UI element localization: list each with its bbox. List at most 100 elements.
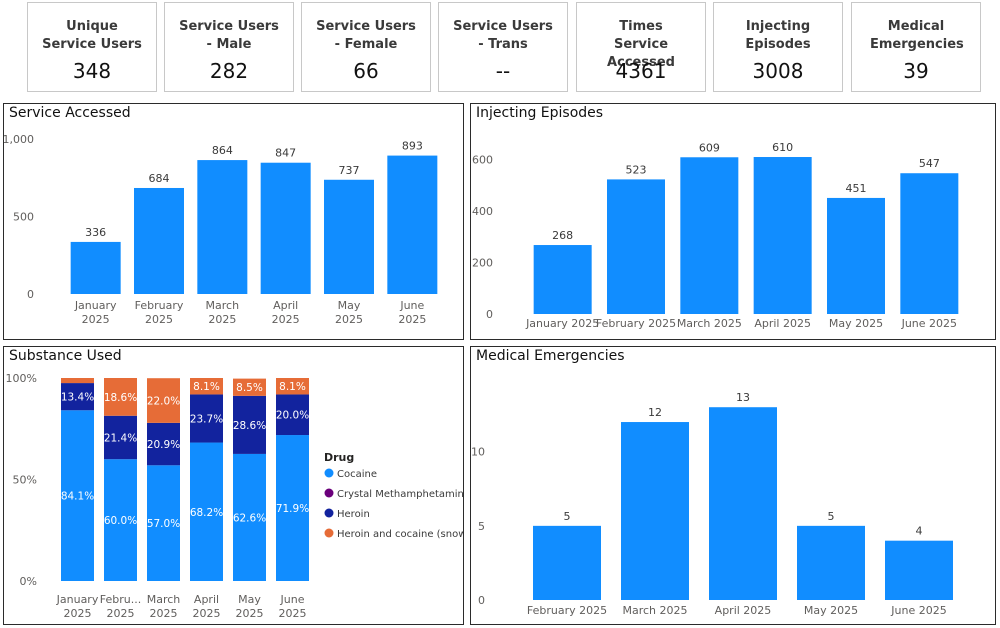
bar-segment — [190, 378, 223, 395]
y-tick-label: 5 — [478, 520, 485, 533]
x-tick-label: April — [194, 593, 219, 606]
bar — [900, 173, 959, 314]
x-tick-label: 2025 — [193, 607, 221, 620]
bar-segment — [276, 394, 309, 436]
x-tick-label: 2025 — [236, 607, 264, 620]
kpi-card-male-users: Service Users - Male 282 — [164, 2, 294, 92]
data-label: 684 — [149, 172, 170, 185]
y-tick-label: 500 — [13, 211, 34, 224]
kpi-card-unique-users: Unique Service Users 348 — [27, 2, 157, 92]
data-label: 4 — [916, 525, 923, 538]
x-tick-label: May — [238, 593, 261, 606]
medical-emergencies-chart: 0 5 10 5 February 2025 12 March 2025 13 April 20… — [471, 391, 953, 617]
data-label: 62.6% — [233, 512, 266, 524]
x-tick-label: March 2025 — [677, 317, 742, 330]
y-tick-label: 50% — [13, 474, 37, 487]
panel-title: Medical Emergencies — [476, 348, 625, 364]
data-label: 268 — [552, 229, 573, 242]
y-tick-label: 0 — [486, 308, 493, 321]
data-label: 336 — [85, 226, 106, 239]
bar — [260, 162, 311, 294]
x-tick-label: 2025 — [145, 313, 173, 326]
kpi-value: 4361 — [615, 59, 667, 83]
bar — [134, 187, 184, 294]
kpi-label: Times Service Accessed — [607, 19, 675, 70]
x-tick-label: 2025 — [208, 313, 236, 326]
bar-segment — [61, 378, 94, 384]
data-label: 864 — [212, 144, 233, 157]
data-label: 451 — [846, 182, 867, 195]
bar — [387, 155, 438, 294]
data-label: 13 — [736, 391, 750, 404]
kpi-label: Service Users - Female — [316, 19, 416, 52]
bar-segment — [190, 442, 223, 581]
x-tick-label: February 2025 — [527, 604, 607, 617]
x-tick-label: June — [399, 299, 424, 312]
bar-segment — [104, 459, 137, 581]
bar-segment — [147, 378, 180, 423]
kpi-card-female-users: Service Users - Female 66 — [301, 2, 431, 92]
kpi-label: Injecting Episodes — [745, 19, 811, 52]
y-tick-label: 0 — [478, 594, 485, 607]
kpi-value: 3008 — [752, 59, 804, 83]
data-label: 8.1% — [279, 381, 306, 393]
data-label: 57.0% — [147, 518, 180, 530]
data-label: 20.0% — [276, 410, 309, 422]
bar-segment — [233, 395, 266, 454]
panel-title: Service Accessed — [9, 105, 131, 121]
data-label: 847 — [275, 147, 296, 160]
data-label: 547 — [919, 157, 940, 170]
bar-segment — [276, 435, 309, 581]
bar — [709, 407, 777, 600]
bar — [797, 525, 865, 600]
data-label: 13.4% — [61, 392, 94, 404]
data-label: 18.6% — [104, 392, 137, 404]
injecting-episodes-chart: 0 200 400 600 268 January 2025 523 February 202… — [472, 141, 959, 330]
y-tick-label: 400 — [472, 205, 493, 218]
bar-segment — [147, 422, 180, 466]
data-label: 5 — [564, 510, 571, 523]
kpi-value: 348 — [72, 59, 112, 83]
data-label: 610 — [772, 141, 793, 154]
bar-segment — [104, 378, 137, 416]
data-label: 20.9% — [147, 439, 180, 451]
data-label: 71.9% — [276, 503, 309, 515]
legend-marker — [324, 488, 334, 498]
legend-marker — [324, 468, 334, 478]
y-tick-label: 0% — [20, 575, 37, 588]
data-label: 5 — [828, 510, 835, 523]
data-label: 22.0% — [147, 396, 180, 408]
bar-segment — [61, 383, 94, 411]
data-label: 28.6% — [233, 420, 266, 432]
bar — [680, 157, 739, 314]
x-tick-label: January — [56, 593, 99, 606]
service-accessed-chart: 05001,000336January2025684February202586… — [4, 133, 438, 326]
y-tick-label: 0 — [27, 288, 34, 301]
data-label: 23.7% — [190, 413, 223, 425]
kpi-card-times-accessed: Times Service Accessed 4361 — [576, 2, 706, 92]
data-label: 523 — [626, 163, 647, 176]
bar-segment — [104, 415, 137, 460]
data-label: 8.5% — [236, 382, 263, 394]
bar — [885, 540, 953, 600]
y-tick-label: 200 — [472, 257, 493, 270]
kpi-label: Service Users - Trans — [453, 19, 553, 52]
bar — [753, 157, 812, 314]
data-label: 60.0% — [104, 515, 137, 527]
x-tick-label: April 2025 — [715, 604, 772, 617]
legend-marker — [324, 528, 334, 538]
y-tick-label: 10 — [471, 446, 485, 459]
kpi-value: 39 — [903, 59, 929, 83]
data-label: 609 — [699, 141, 720, 154]
data-label: 737 — [339, 164, 360, 177]
y-tick-label: 1,000 — [4, 133, 34, 146]
x-tick-label: February — [135, 299, 184, 312]
data-label: 893 — [402, 140, 423, 153]
x-tick-label: February 2025 — [596, 317, 676, 330]
x-tick-label: June 2025 — [901, 317, 957, 330]
medical-emergencies-panel: Medical Emergencies 0 5 10 5 February 2025 12… — [470, 346, 996, 625]
bar-segment — [233, 378, 266, 396]
data-label: 68.2% — [190, 507, 223, 519]
legend-label: Cocaine — [337, 469, 377, 480]
x-tick-label: 2025 — [335, 313, 363, 326]
